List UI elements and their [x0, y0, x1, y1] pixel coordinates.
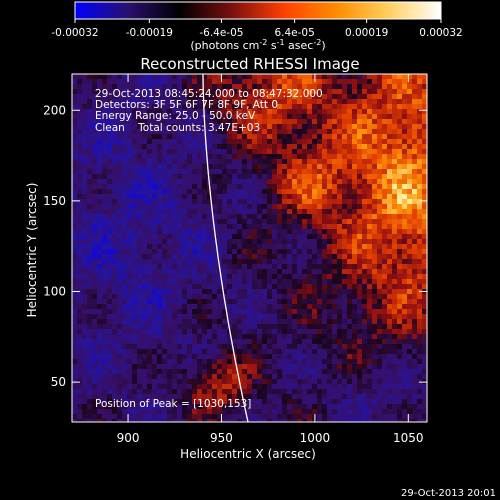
plot-frame — [71, 73, 428, 423]
colorbar-units-label: (photons cm-2 s-1 asec-2) — [190, 38, 325, 52]
heatmap-image — [72, 74, 427, 422]
x-tick-label: 1050 — [393, 431, 424, 445]
y-tick-label: 150 — [43, 194, 66, 208]
x-axis-label: Heliocentric X (arcsec) — [180, 447, 316, 461]
colorbar: -0.00032 -0.00019 -6.4e-05 6.4e-05 0.00019 0.… — [51, 1, 463, 52]
chart-title: Reconstructed RHESSI Image — [140, 55, 359, 73]
colorbar-gradient — [74, 1, 442, 20]
colorbar-tick-label: 6.4e-05 — [274, 27, 314, 39]
y-tick-label: 200 — [43, 103, 66, 117]
x-tick-label: 900 — [117, 431, 140, 445]
x-tick-label: 950 — [210, 431, 233, 445]
colorbar-tick-label: -0.00032 — [51, 27, 98, 39]
y-axis-label: Heliocentric Y (arcsec) — [25, 183, 39, 318]
footer-timestamp: 29-Oct-2013 20:01 — [401, 488, 496, 499]
annotation-peak-position: Position of Peak = [1030,153] — [95, 398, 251, 410]
annotation-clean: Clean Total counts: 3.47E+03 — [95, 122, 260, 134]
x-tick-label: 1000 — [300, 431, 331, 445]
colorbar-tick-label: 0.00019 — [345, 27, 388, 39]
y-tick-label: 100 — [43, 285, 66, 299]
y-tick-label: 50 — [51, 375, 66, 389]
colorbar-tick-label: 0.00032 — [419, 27, 462, 39]
colorbar-tick-label: -6.4e-05 — [199, 27, 243, 39]
solar-limb-curve — [202, 74, 249, 422]
annotation-time-range: 29-Oct-2013 08:45:24.000 to 08:47:32.000 — [95, 88, 323, 100]
annotation-detectors: Detectors: 3F 5F 6F 7F 8F 9F, Att 0 — [95, 99, 278, 111]
annotation-energy: Energy Range: 25.0 - 50.0 keV — [95, 110, 256, 122]
colorbar-ticks: -0.00032 -0.00019 -6.4e-05 6.4e-05 0.00019 0.… — [51, 19, 463, 39]
colorbar-tick-label: -0.00019 — [126, 27, 173, 39]
axis-ticks: 900 950 1000 1050 50 100 150 200 — [43, 74, 427, 445]
